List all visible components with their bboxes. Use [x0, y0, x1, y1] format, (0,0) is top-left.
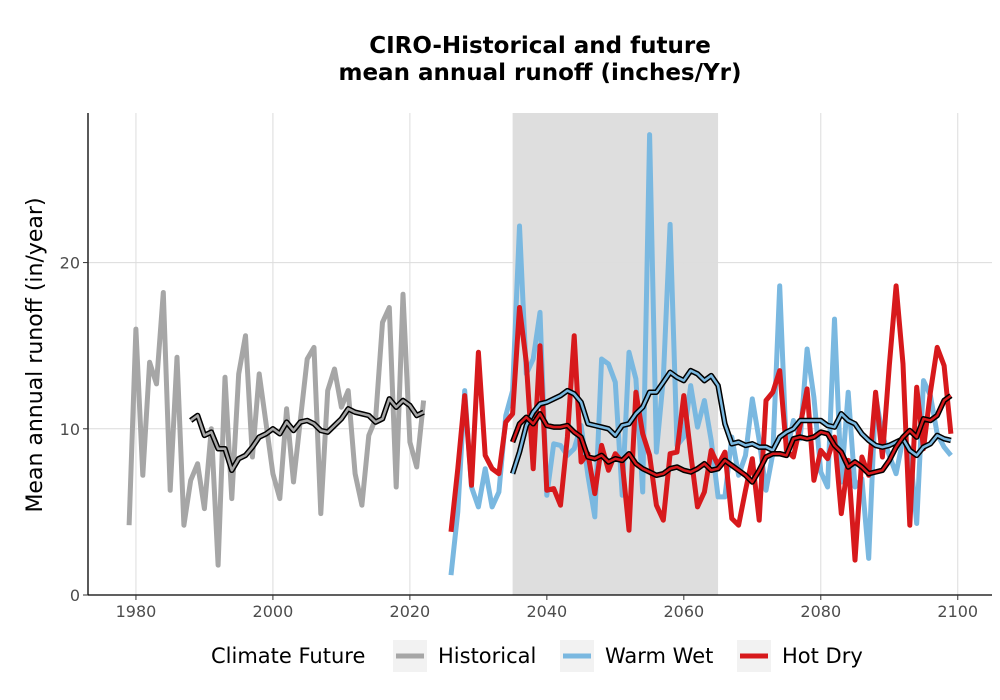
x-tick-label: 2080 [800, 602, 841, 621]
x-tick-label: 2060 [663, 602, 704, 621]
legend-label-warm-wet: Warm Wet [605, 644, 713, 668]
smoothed-line-historical [189, 397, 425, 472]
legend: Climate Future Historical Warm Wet Hot Dry [211, 640, 863, 672]
series-layer [126, 132, 954, 576]
legend-title: Climate Future [211, 644, 365, 668]
axis-ticks: 1980 2000 2020 2040 2060 2080 2100 0 10 20 [60, 254, 978, 621]
legend-label-hot-dry: Hot Dry [782, 644, 863, 668]
smoothed-line-hot-dry [511, 394, 952, 484]
plot-area: 1980 2000 2020 2040 2060 2080 2100 0 10 20 [60, 113, 992, 621]
legend-entries: Historical Warm Wet Hot Dry [393, 640, 863, 672]
y-axis-title: Mean annual runoff (in/year) [23, 197, 48, 512]
legend-label-historical: Historical [438, 644, 536, 668]
future-period-shading [512, 113, 719, 595]
x-tick-label: 2100 [937, 602, 978, 621]
x-tick-label: 2000 [253, 602, 294, 621]
y-tick-label: 0 [70, 586, 80, 605]
x-tick-label: 2040 [526, 602, 567, 621]
chart-title-line2: mean annual runoff (inches/Yr) [338, 60, 741, 86]
smoothed-line-warm-wet [511, 369, 952, 475]
x-tick-label: 2020 [390, 602, 431, 621]
series-line-warm-wet [448, 132, 953, 576]
x-tick-label: 1980 [116, 602, 157, 621]
y-tick-label: 10 [60, 420, 80, 439]
chart-title-line1: CIRO-Historical and future [369, 33, 711, 59]
y-tick-label: 20 [60, 254, 80, 273]
